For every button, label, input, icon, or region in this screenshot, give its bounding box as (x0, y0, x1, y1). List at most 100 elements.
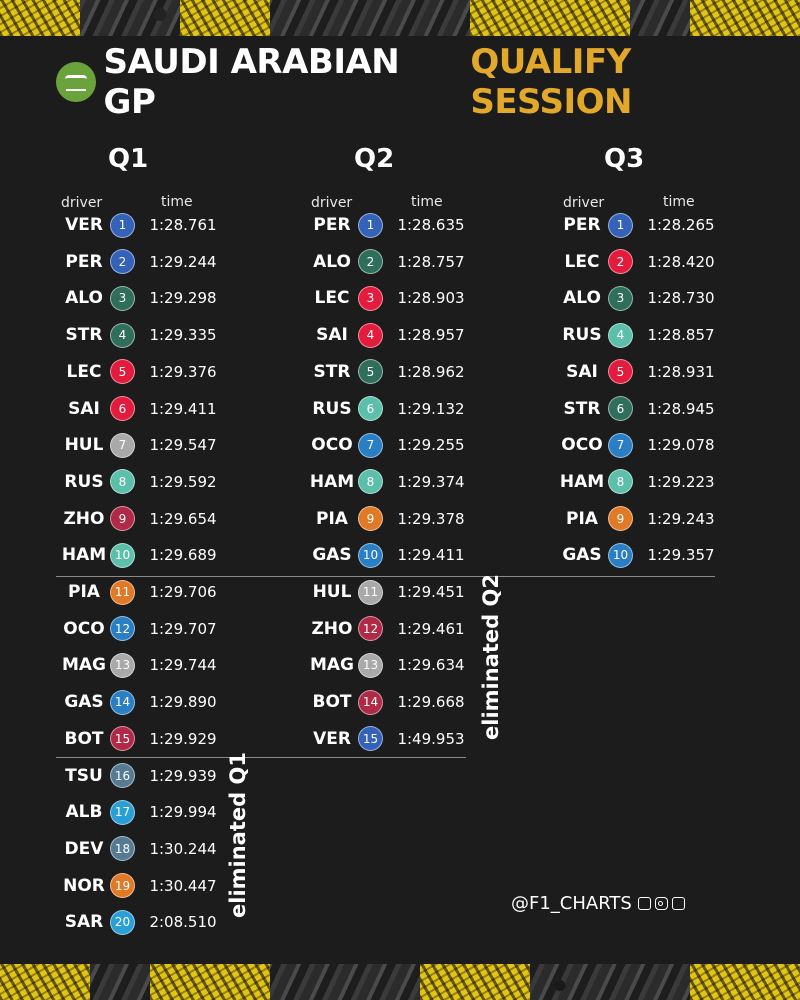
driver-code: STR (313, 361, 351, 382)
lap-time: 1:28.945 (647, 399, 715, 418)
lap-time: 1:28.962 (397, 362, 465, 381)
driver-code: PIA (566, 508, 598, 529)
table-row: HAM 8 1:29.223 (556, 464, 717, 500)
lap-time: 1:29.378 (397, 509, 465, 528)
driver-code: OCO (561, 435, 603, 456)
position-badge: 18 (110, 836, 135, 862)
position-badge: 8 (358, 469, 383, 495)
table-row: GAS 10 1:29.357 (556, 537, 717, 573)
driver-code: DEV (64, 838, 104, 859)
driver-code: OCO (311, 435, 353, 456)
driver-code: ALO (563, 288, 601, 309)
paint-patch (180, 0, 270, 36)
table-row: SAR 20 2:08.510 (58, 904, 219, 940)
lap-time: 1:28.957 (397, 326, 465, 345)
table-row: MAG 13 1:29.744 (58, 647, 219, 683)
position-badge: 12 (110, 616, 135, 642)
driver-code: HAM (309, 471, 355, 492)
table-row: RUS 4 1:28.857 (556, 317, 717, 353)
title-accent: QUALIFY SESSION (470, 42, 633, 122)
lap-time: 1:29.689 (149, 546, 217, 565)
instagram-icon[interactable] (654, 897, 668, 910)
twitter-icon[interactable] (637, 897, 651, 910)
driver-code: MAG (309, 655, 355, 676)
driver-code: HUL (312, 582, 352, 602)
position-badge: 1 (608, 212, 633, 238)
driver-code: GAS (64, 692, 104, 713)
lap-time: 1:29.078 (647, 436, 715, 455)
driver-code: STR (563, 398, 601, 419)
position-badge: 10 (110, 542, 135, 568)
page-title: SAUDI ARABIAN GP QUALIFY SESSION (56, 42, 800, 122)
table-row: SAI 5 1:28.931 (556, 354, 717, 390)
table-row: HUL 7 1:29.547 (58, 427, 219, 463)
table-row: MAG 13 1:29.634 (306, 647, 467, 683)
table-row: TSU 16 1:29.939 (58, 758, 219, 794)
table-row: HUL 11 1:29.451 (306, 574, 467, 610)
driver-code: GAS (312, 545, 352, 566)
table-row: PER 2 1:29.244 (58, 244, 219, 280)
driver-code: SAR (64, 912, 104, 933)
driver-code: BOT (312, 692, 352, 713)
driver-code: HAM (559, 471, 605, 492)
table-row: BOT 15 1:29.929 (58, 721, 219, 757)
facebook-icon[interactable] (671, 897, 685, 910)
paint-patch (0, 0, 80, 36)
position-badge: 2 (608, 249, 633, 275)
table-row: VER 1 1:28.761 (58, 207, 219, 243)
driver-code: SAI (566, 361, 598, 382)
lap-time: 1:29.547 (149, 436, 217, 455)
lap-time: 1:29.890 (149, 693, 217, 712)
position-badge: 6 (608, 396, 633, 421)
position-badge: 7 (358, 432, 383, 458)
table-row: GAS 14 1:29.890 (58, 684, 219, 720)
driver-code: PIA (316, 508, 348, 529)
lap-time: 1:28.857 (647, 326, 715, 345)
lap-time: 1:29.298 (149, 289, 217, 308)
paint-patch (0, 964, 90, 1000)
lap-time: 1:29.411 (149, 399, 217, 418)
table-row: OCO 7 1:29.255 (306, 427, 467, 463)
position-badge: 15 (110, 726, 135, 752)
lap-time: 1:29.939 (149, 766, 217, 785)
lap-time: 1:29.244 (149, 252, 217, 271)
lap-time: 1:28.635 (397, 216, 465, 234)
position-badge: 3 (110, 285, 135, 311)
position-badge: 6 (358, 396, 383, 421)
table-row: PER 1 1:28.635 (306, 207, 467, 243)
lap-time: 1:28.761 (149, 216, 217, 234)
q1-time-header: time (161, 194, 193, 210)
q3-cutoff-line (56, 576, 715, 577)
position-badge: 2 (358, 249, 383, 275)
lap-time: 1:30.447 (149, 876, 217, 895)
driver-code: LEC (314, 288, 350, 309)
paint-patch (420, 964, 530, 1000)
table-row: GAS 10 1:29.411 (306, 537, 467, 573)
paint-patch (470, 0, 630, 36)
driver-code: NOR (63, 875, 105, 896)
position-badge: 15 (358, 726, 383, 752)
position-badge: 9 (608, 506, 633, 532)
lap-time: 1:29.461 (397, 619, 465, 638)
position-badge: 9 (358, 506, 383, 532)
position-badge: 5 (358, 359, 383, 385)
table-row: ALO 3 1:29.298 (58, 280, 219, 316)
lap-time: 1:29.744 (149, 656, 217, 675)
position-badge: 10 (358, 542, 383, 568)
position-badge: 11 (110, 579, 135, 605)
driver-code: PER (65, 251, 103, 272)
position-badge: 14 (358, 689, 383, 715)
driver-code: VER (313, 728, 351, 749)
lap-time: 1:29.376 (149, 362, 217, 381)
driver-code: ALO (313, 251, 351, 272)
position-badge: 4 (608, 322, 633, 348)
position-badge: 1 (110, 212, 135, 238)
table-row: ALB 17 1:29.994 (58, 794, 219, 830)
driver-code: MAG (61, 655, 107, 676)
lap-time: 1:29.929 (149, 729, 217, 748)
saudi-flag-icon (56, 62, 96, 102)
lap-time: 1:29.592 (149, 472, 217, 491)
lap-time: 1:29.668 (397, 693, 465, 712)
position-badge: 10 (608, 542, 633, 568)
q3-driver-header: driver (563, 195, 605, 211)
